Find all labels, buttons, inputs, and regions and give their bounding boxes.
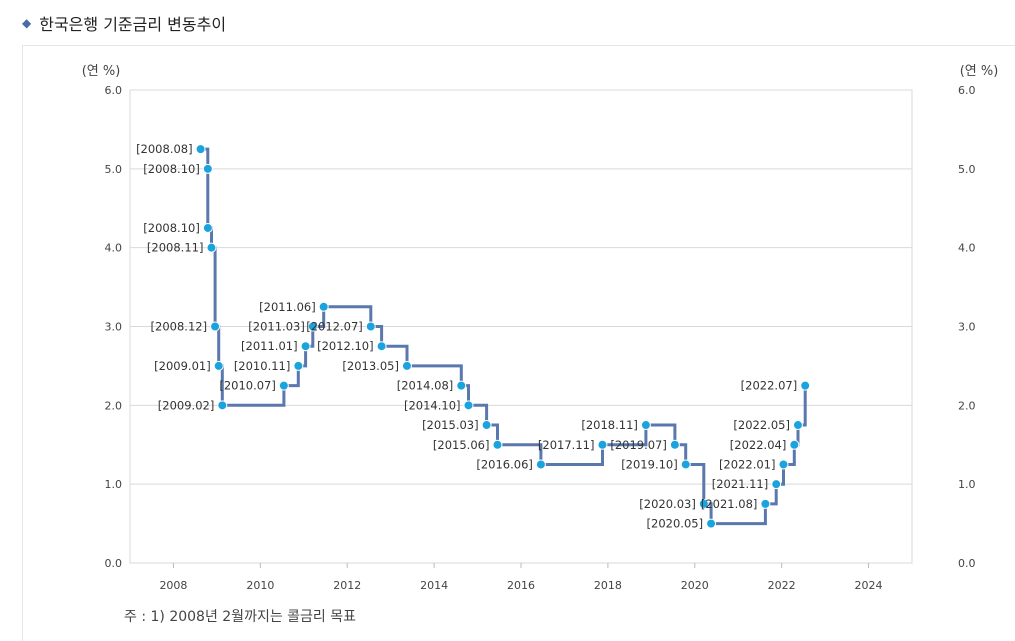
- data-label: [2015.03]: [422, 418, 479, 432]
- y-tick-label-left: 4.0: [105, 242, 123, 255]
- x-tick-label: 2016: [507, 579, 535, 592]
- data-label: [2022.07]: [741, 379, 798, 393]
- data-label: [2016.06]: [476, 457, 533, 471]
- data-label: [2021.11]: [712, 477, 769, 491]
- diamond-icon: ◆: [22, 16, 32, 30]
- data-label: [2008.11]: [147, 241, 204, 255]
- data-label: [2012.10]: [317, 339, 374, 353]
- x-tick-label: 2018: [594, 579, 622, 592]
- data-point: [456, 380, 467, 391]
- data-label: [2011.06]: [259, 300, 316, 314]
- data-label: [2022.01]: [719, 457, 776, 471]
- y-tick-label-right: 0.0: [958, 557, 976, 570]
- data-label: [2019.10]: [621, 457, 678, 471]
- data-point: [792, 420, 803, 431]
- data-point: [597, 439, 608, 450]
- chart-series: [195, 144, 811, 529]
- data-label: [2017.11]: [538, 438, 595, 452]
- data-label: [2018.11]: [581, 418, 638, 432]
- data-point: [669, 439, 680, 450]
- x-tick-label: 2010: [246, 579, 274, 592]
- data-point: [217, 400, 228, 411]
- data-label: [2022.04]: [730, 438, 787, 452]
- data-point: [293, 360, 304, 371]
- data-point: [365, 321, 376, 332]
- y-tick-label-right: 4.0: [958, 242, 976, 255]
- data-point: [698, 498, 709, 509]
- data-label: [2011.03]: [248, 320, 305, 334]
- data-label: [2009.01]: [154, 359, 211, 373]
- data-point: [492, 439, 503, 450]
- data-label: [2009.02]: [158, 398, 215, 412]
- y-tick-label-left: 5.0: [105, 163, 123, 176]
- data-label: [2008.08]: [136, 142, 193, 156]
- data-point: [535, 459, 546, 470]
- x-tick-label: 2014: [420, 579, 448, 592]
- data-point: [213, 360, 224, 371]
- data-point: [206, 242, 217, 253]
- data-label: [2010.11]: [234, 359, 291, 373]
- y-axis-label-left: (연 %): [82, 64, 121, 79]
- data-label: [2021.08]: [701, 497, 758, 511]
- y-tick-label-right: 3.0: [958, 321, 976, 334]
- data-point: [789, 439, 800, 450]
- y-tick-label-left: 2.0: [105, 399, 123, 412]
- y-tick-label-right: 5.0: [958, 163, 976, 176]
- chart-panel: [22, 45, 1015, 641]
- data-point: [300, 341, 311, 352]
- data-label: [2010.07]: [219, 379, 276, 393]
- y-tick-label-left: 3.0: [105, 321, 123, 334]
- chart-axes: 0.0 0.0 1.0 1.0 2.0 2.0 3.0 3.0 4.0 4.0 5.0 5.0 6.0 6…: [105, 84, 976, 592]
- data-point: [318, 301, 329, 312]
- data-label: [2012.07]: [306, 320, 363, 334]
- y-tick-label-right: 2.0: [958, 399, 976, 412]
- x-tick-label: 2022: [768, 579, 796, 592]
- data-label: [2013.05]: [342, 359, 399, 373]
- y-tick-label-left: 0.0: [105, 557, 123, 570]
- data-point: [210, 321, 221, 332]
- y-tick-label-right: 6.0: [958, 84, 976, 97]
- chart-grid: [129, 89, 913, 564]
- data-label: [2014.10]: [404, 398, 461, 412]
- data-point: [481, 420, 492, 431]
- data-point: [401, 360, 412, 371]
- data-label: [2022.05]: [733, 418, 790, 432]
- data-point: [760, 498, 771, 509]
- data-point: [680, 459, 691, 470]
- chart-header: ◆ 한국은행 기준금리 변동추이: [22, 10, 226, 36]
- footnote: 주 : 1) 2008년 2월까지는 콜금리 목표: [124, 609, 357, 625]
- data-label: [2014.08]: [397, 379, 454, 393]
- y-tick-label-left: 6.0: [105, 84, 123, 97]
- data-label: [2019.07]: [610, 438, 667, 452]
- data-label: [2008.10]: [143, 162, 200, 176]
- chart-point-labels: [2008.08] [2008.10] [2008.10] [2008.11] [200…: [136, 142, 797, 530]
- data-point: [307, 321, 318, 332]
- data-label: [2020.05]: [647, 517, 704, 531]
- data-point: [195, 144, 206, 155]
- data-point: [640, 420, 651, 431]
- x-tick-label: 2012: [333, 579, 361, 592]
- x-tick-label: 2020: [681, 579, 709, 592]
- x-tick-label: 2024: [855, 579, 883, 592]
- data-point: [463, 400, 474, 411]
- y-tick-label-left: 1.0: [105, 478, 123, 491]
- data-label: [2011.01]: [241, 339, 298, 353]
- data-point: [278, 380, 289, 391]
- data-point: [706, 518, 717, 529]
- data-point: [202, 163, 213, 174]
- data-point: [771, 479, 782, 490]
- page-title: 한국은행 기준금리 변동추이: [39, 15, 227, 34]
- x-tick-label: 2008: [159, 579, 187, 592]
- data-point: [202, 222, 213, 233]
- y-axis-label-right: (연 %): [960, 64, 999, 79]
- data-label: [2015.06]: [433, 438, 490, 452]
- data-label: [2008.10]: [143, 221, 200, 235]
- data-point: [778, 459, 789, 470]
- data-point: [800, 380, 811, 391]
- y-tick-label-right: 1.0: [958, 478, 976, 491]
- data-point: [376, 341, 387, 352]
- data-label: [2008.12]: [151, 320, 208, 334]
- data-label: [2020.03]: [639, 497, 696, 511]
